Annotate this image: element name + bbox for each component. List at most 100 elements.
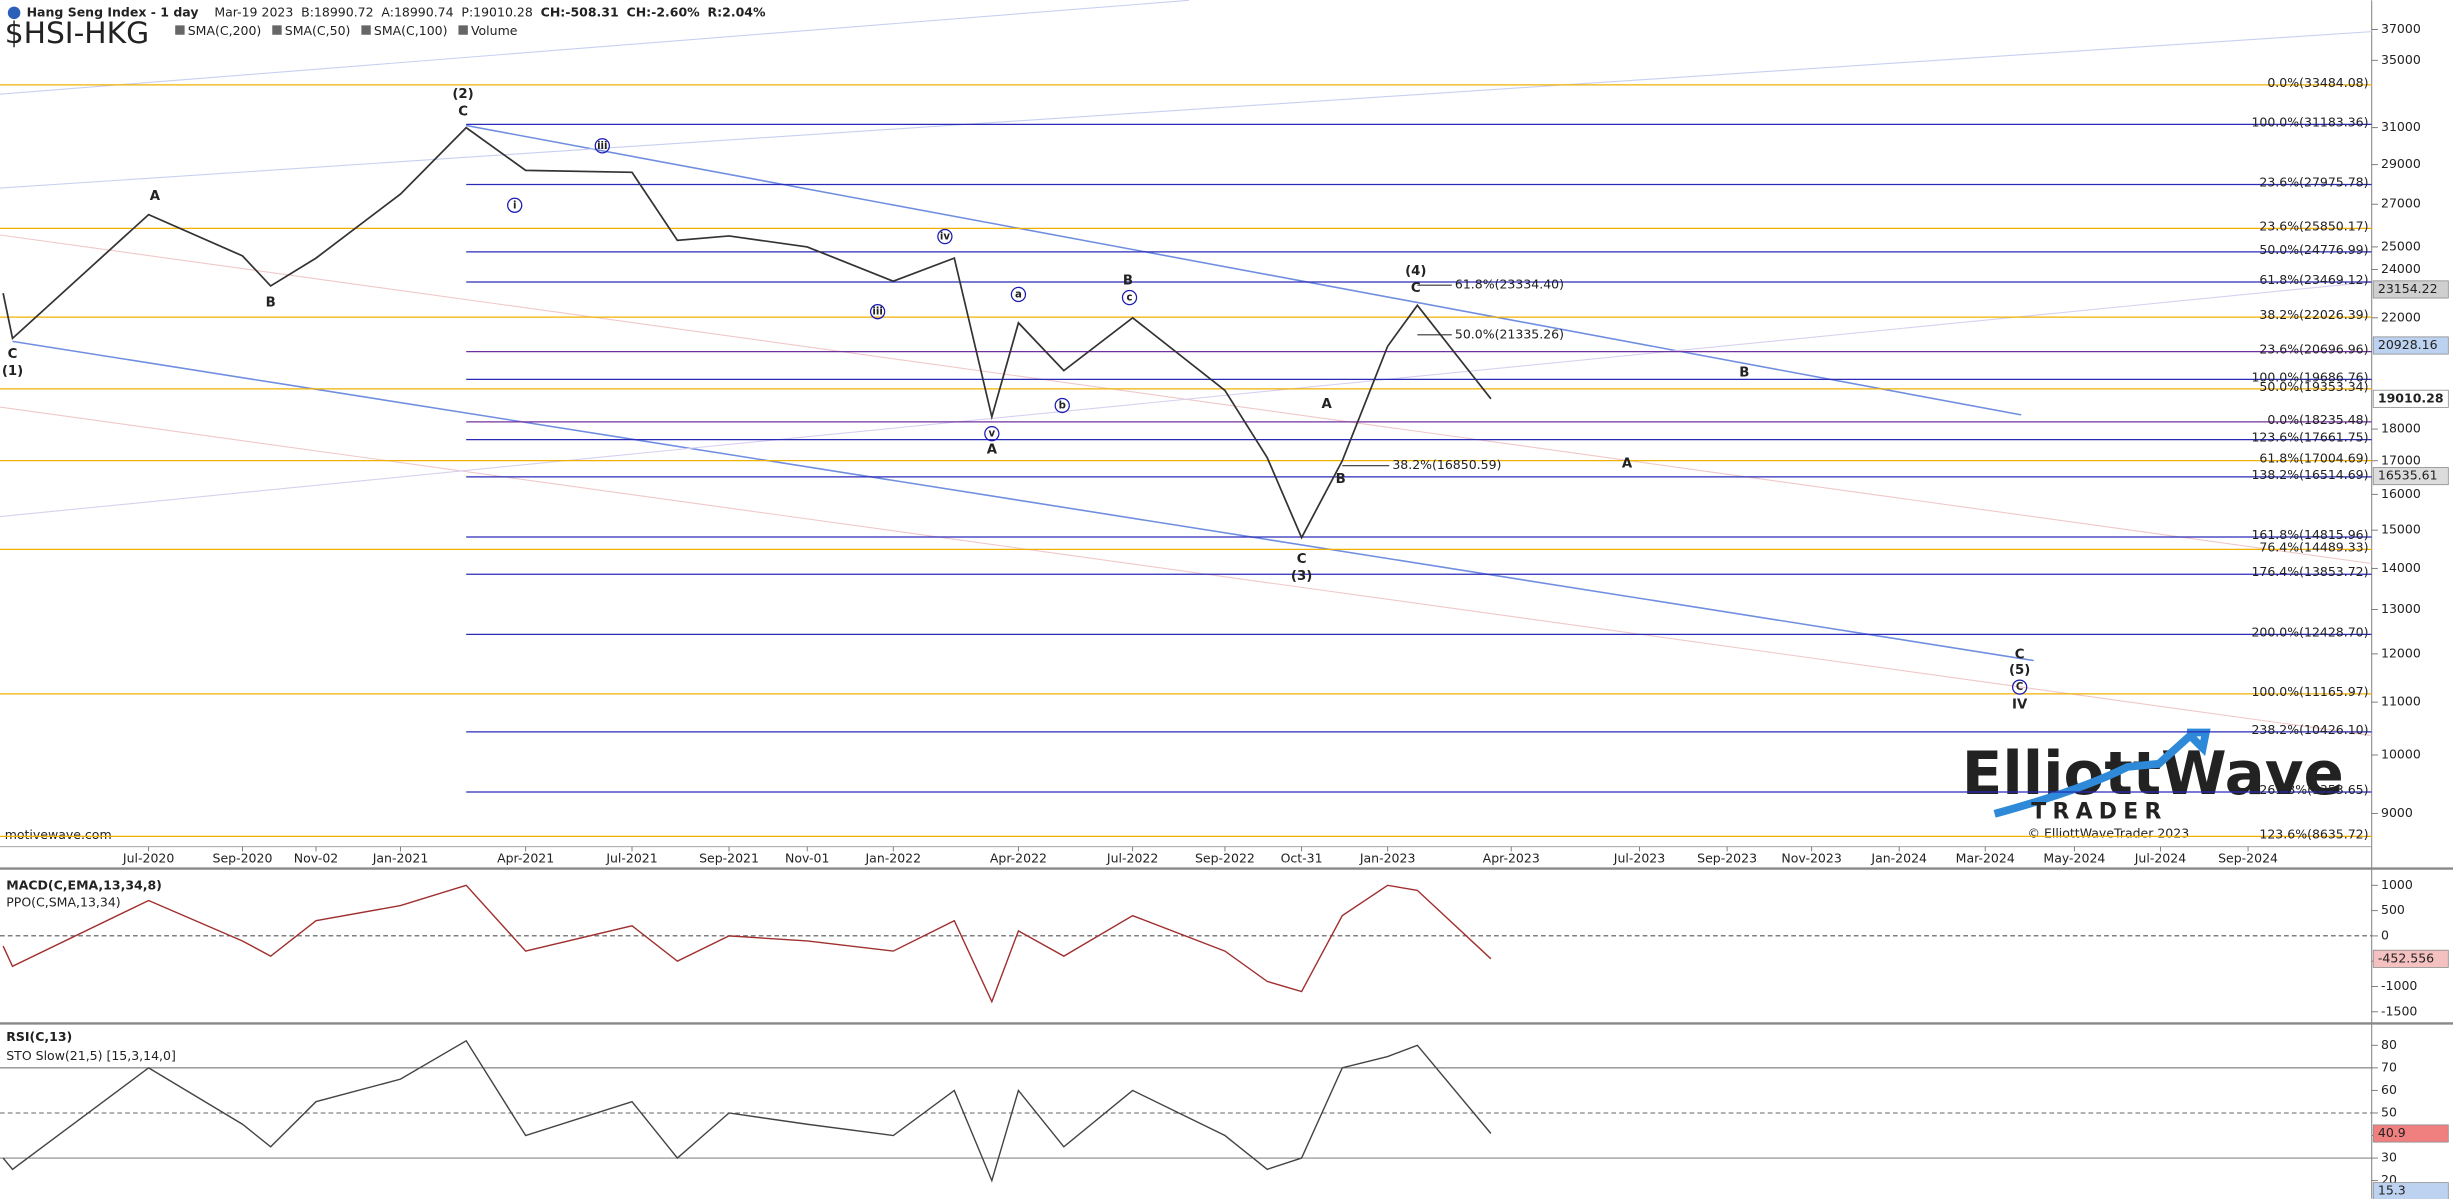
x-tick-label: Jan-2023	[1359, 851, 1416, 866]
x-tick-label: Sep-2020	[213, 851, 273, 866]
x-tick-label: Sep-2024	[2218, 851, 2278, 866]
wave-circle	[1054, 397, 1070, 414]
fib-label: 0.0%(33484.08)	[2267, 75, 2368, 90]
wave-label: C	[2015, 647, 2025, 662]
badge-label: 19010.28	[2378, 390, 2444, 405]
fib-label: 61.8%(23469.12)	[2259, 272, 2368, 287]
wave-label: c	[1126, 293, 1132, 304]
wave-label: (1)	[2, 364, 23, 379]
x-tick-label: Jul-2024	[2134, 851, 2186, 866]
y-tick-label: -1500	[2381, 1003, 2417, 1018]
fib-label: 100.0%(19686.76)	[2251, 369, 2368, 384]
fib-label: 0.0%(18235.48)	[2267, 412, 2368, 427]
wave-label: (3)	[1291, 569, 1312, 584]
fib-label: 100.0%(11165.97)	[2251, 684, 2368, 699]
wave-label: iii	[872, 307, 882, 318]
wave-label: A	[1622, 456, 1633, 471]
x-tick-label: Jul-2022	[1106, 851, 1158, 866]
trend-line	[0, 281, 2372, 518]
badge-label: 16535.61	[2378, 468, 2438, 483]
logo-swoosh	[1993, 728, 2211, 818]
legend-entry: SMA(C,200)	[188, 23, 262, 38]
wave-circle	[2011, 679, 2028, 695]
price-badge	[2372, 1182, 2449, 1199]
symbol: $HSI-HKG	[5, 16, 149, 51]
x-tick-label: Jan-2024	[1870, 851, 1927, 866]
fib-label: 123.6%(8635.72)	[2259, 826, 2368, 841]
wave-label: IV	[2012, 697, 2028, 712]
wave-label: C	[1297, 552, 1307, 567]
y-tick-label: 14000	[2381, 560, 2421, 575]
wave-label: B	[266, 295, 276, 310]
quote-item: CH:-2.60%	[627, 4, 701, 19]
x-tick-label: Jul-2021	[605, 851, 657, 866]
wave-label: b	[1059, 401, 1066, 412]
wave-label: C	[458, 104, 468, 119]
wave-circle	[507, 197, 523, 213]
x-tick-label: Sep-2023	[1697, 851, 1757, 866]
trend-line	[0, 406, 2372, 737]
price-badge	[2372, 389, 2449, 408]
wave-circle	[1010, 286, 1027, 303]
wave-label: C	[1411, 281, 1421, 296]
wave-circle	[984, 426, 1000, 442]
wave-label: (2)	[452, 87, 473, 102]
rsi-subtitle: STO Slow(21,5) [15,3,14,0]	[6, 1048, 176, 1063]
fib-label: 100.0%(31183.36)	[2251, 114, 2368, 129]
trend-line	[12, 340, 2034, 662]
y-tick-label: 24000	[2381, 261, 2421, 276]
fib-label: 161.8%(14815.96)	[2251, 527, 2368, 542]
wave-circle	[869, 303, 886, 320]
macd-title: MACD(C,EMA,13,34,8)	[6, 877, 162, 892]
wave-label: B	[1336, 472, 1346, 487]
wave-label: v	[989, 429, 996, 440]
y-tick-label: 37000	[2381, 21, 2421, 36]
quote-item: R:2.04%	[708, 4, 766, 19]
x-tick-label: Sep-2021	[699, 851, 759, 866]
y-tick-label: 30	[2381, 1150, 2397, 1165]
price-badge	[2372, 467, 2449, 486]
y-tick-label: 80	[2381, 1037, 2397, 1052]
wave-label: (4)	[1405, 264, 1426, 279]
y-tick-label: 11000	[2381, 694, 2421, 709]
symbol-icon	[7, 6, 21, 20]
indicator-icon	[272, 25, 282, 35]
logo-bottom: TRADER	[2031, 799, 2167, 824]
y-tick-label: 16000	[2381, 486, 2421, 501]
wave-circle	[1121, 289, 1138, 306]
wave-label: iv	[940, 232, 950, 243]
fib-label: 176.4%(13853.72)	[2251, 564, 2368, 579]
wave-label: a	[1015, 289, 1022, 300]
y-tick-label: 25000	[2381, 238, 2421, 253]
annotation-label: 38.2%(16850.59)	[1392, 457, 1501, 472]
y-tick-label: 500	[2381, 902, 2405, 917]
price-badge	[2372, 336, 2449, 355]
y-tick-label: 35000	[2381, 52, 2421, 67]
wave-label: B	[1739, 366, 1749, 381]
x-tick-label: Jan-2022	[864, 851, 921, 866]
wave-label: B	[1123, 273, 1133, 288]
badge-label: -452.556	[2378, 950, 2434, 965]
x-tick-label: Apr-2022	[990, 851, 1047, 866]
y-tick-label: 27000	[2381, 196, 2421, 211]
header: Hang Seng Index - 1 day $HSI-HKG	[5, 4, 199, 51]
trend-line	[466, 124, 2022, 416]
indicator-icon	[458, 25, 468, 35]
rsi-title: RSI(C,13)	[6, 1029, 72, 1044]
wave-label: A	[987, 442, 998, 457]
y-tick-label: 10000	[2381, 746, 2421, 761]
wave-label: (5)	[2009, 663, 2030, 678]
fib-label: 50.0%(19353.34)	[2259, 379, 2368, 394]
fib-label: 38.2%(22026.39)	[2259, 307, 2368, 322]
y-tick-label: 1000	[2381, 877, 2413, 892]
indicator-icon	[361, 25, 371, 35]
fib-label: 123.6%(17661.75)	[2251, 430, 2368, 445]
price-badge	[2372, 949, 2449, 968]
x-tick-label: Jan-2021	[372, 851, 429, 866]
price-line	[2, 884, 1492, 1004]
y-tick-label: 17000	[2381, 452, 2421, 467]
fib-label: 138.2%(16514.69)	[2251, 467, 2368, 482]
x-tick-label: Nov-2023	[1781, 851, 1841, 866]
